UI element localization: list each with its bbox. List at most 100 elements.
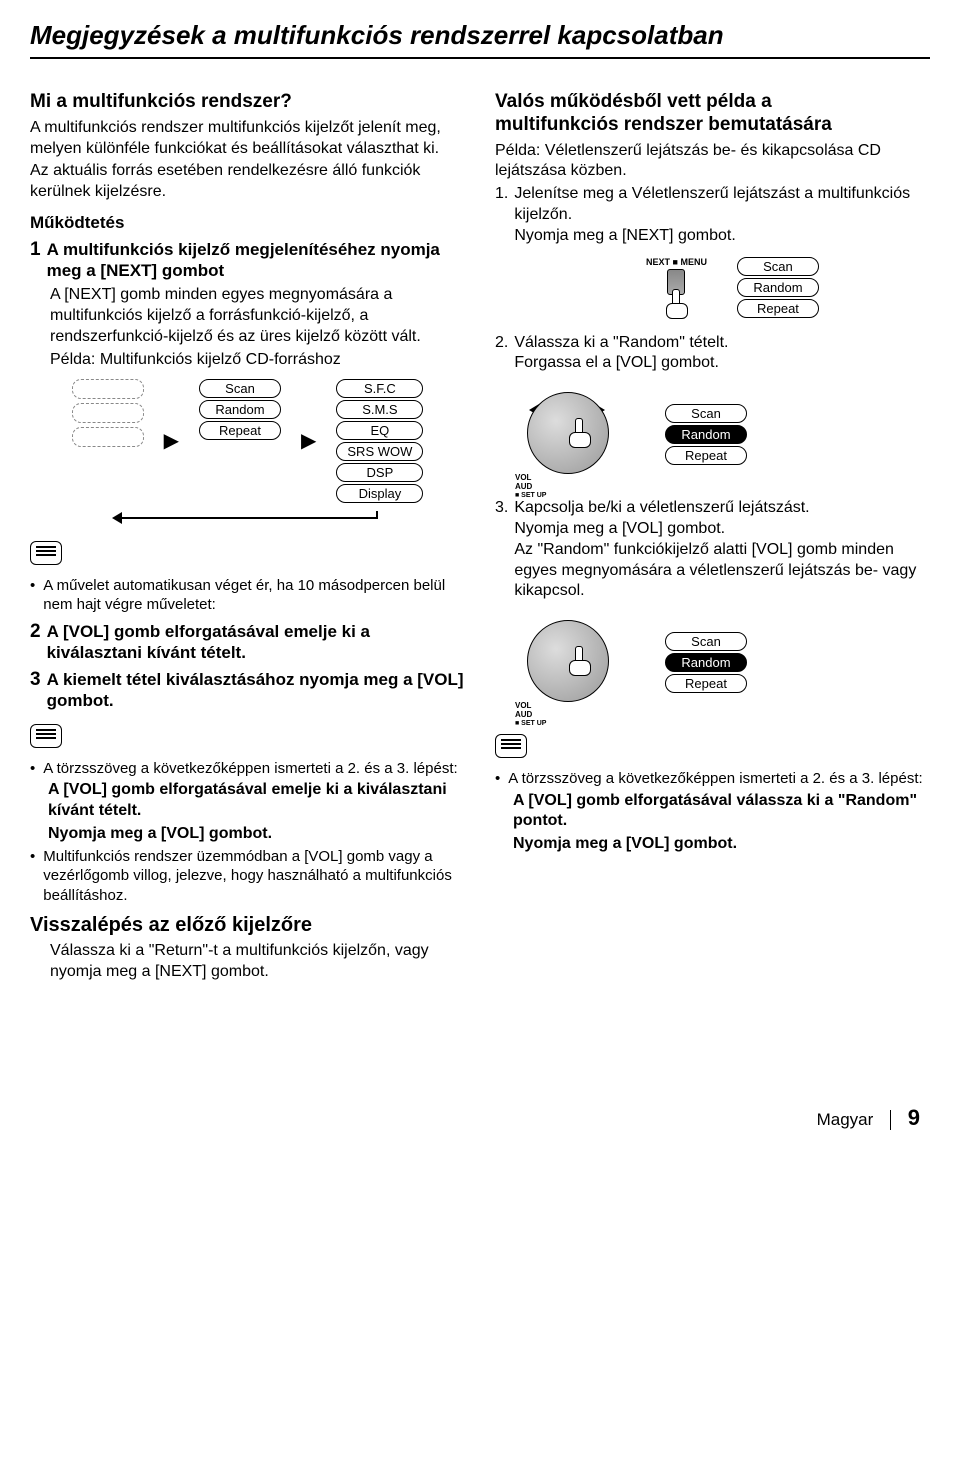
left-column: Mi a multifunkciós rendszer? A multifunk… <box>30 83 465 985</box>
right-example: Példa: Véletlenszerű lejátszás be- és ki… <box>495 141 930 183</box>
aud-label: AUD <box>515 483 546 492</box>
step-number: 2 <box>30 621 41 664</box>
aud-label: AUD <box>515 711 546 720</box>
note-2-bold-1: A [VOL] gomb elforgatásával emelje ki a … <box>48 780 465 822</box>
pill: Repeat <box>665 446 747 465</box>
dashed-box <box>72 427 144 447</box>
right-note-bold-1: A [VOL] gomb elforgatásával válassza ki … <box>513 791 930 833</box>
pill: DSP <box>336 463 423 482</box>
dashed-box <box>72 379 144 399</box>
right-heading-1: Valós működésből vett példa a <box>495 91 930 114</box>
next-button-visual: NEXT ■ MENU <box>646 257 707 319</box>
bullet-dot: • <box>30 847 35 906</box>
bullet-dot: • <box>30 576 35 615</box>
pill-highlighted: Random <box>665 425 747 444</box>
pill-stack: Scan Random Repeat <box>665 404 747 465</box>
dashed-stack <box>72 379 144 447</box>
pill-highlighted: Random <box>665 653 747 672</box>
step-number: 3 <box>30 669 41 712</box>
pill: SRS WOW <box>336 442 423 461</box>
step-3-title: A kiemelt tétel kiválasztásához nyomja m… <box>47 669 465 712</box>
right-step-1a: Jelenítse meg a Véletlenszerű lejátszást… <box>514 185 910 223</box>
right-note: • A törzsszöveg a következőképpen ismert… <box>495 769 930 789</box>
step-1-title: A multifunkciós kijelző megjelenítéséhez… <box>47 239 465 282</box>
pill-stack-2: S.F.C S.M.S EQ SRS WOW DSP Display <box>336 379 423 503</box>
right-step-1b: Nyomja meg a [NEXT] gombot. <box>514 227 735 244</box>
pill: Repeat <box>199 421 281 440</box>
footer-page-number: 9 <box>908 1105 920 1130</box>
next-menu-label: NEXT ■ MENU <box>646 257 707 267</box>
back-heading: Visszalépés az előző kijelzőre <box>30 913 465 937</box>
vol-press-diagram: VOL AUD ■ SET UP Scan Random Repeat <box>515 612 930 712</box>
hand-icon <box>565 418 593 448</box>
pill: S.F.C <box>336 379 423 398</box>
footer-lang: Magyar <box>817 1110 874 1129</box>
pill: Random <box>737 278 819 297</box>
note-3-text: Multifunkciós rendszer üzemmódban a [VOL… <box>43 847 465 906</box>
pill: S.M.S <box>336 400 423 419</box>
pill: Random <box>199 400 281 419</box>
step-3: 3 A kiemelt tétel kiválasztásához nyomja… <box>30 669 465 712</box>
pill: EQ <box>336 421 423 440</box>
note-3: • Multifunkciós rendszer üzemmódban a [V… <box>30 847 465 906</box>
step-2-title: A [VOL] gomb elforgatásával emelje ki a … <box>47 621 465 664</box>
bullet-dot: • <box>495 769 500 789</box>
note-2-bold-2: Nyomja meg a [VOL] gombot. <box>48 824 465 845</box>
footer: Magyar 9 <box>30 1105 930 1131</box>
left-heading: Mi a multifunkciós rendszer? <box>30 91 465 114</box>
step-2: 2 A [VOL] gomb elforgatásával emelje ki … <box>30 621 465 664</box>
operation-heading: Működtetés <box>30 213 465 233</box>
step-number: 3. <box>495 498 508 602</box>
main-title: Megjegyzések a multifunkciós rendszerrel… <box>30 20 930 59</box>
pill: Scan <box>199 379 281 398</box>
left-p2: Az aktuális forrás esetében rendelkezésr… <box>30 161 465 203</box>
arrow-right-icon: ▶ <box>164 428 179 453</box>
columns: Mi a multifunkciós rendszer? A multifunk… <box>30 83 930 985</box>
step-number: 1 <box>30 239 41 282</box>
pill: Scan <box>665 632 747 651</box>
step-1-body-2: Példa: Multifunkciós kijelző CD-forrásho… <box>50 350 465 371</box>
note-1: • A művelet automatikusan véget ér, ha 1… <box>30 576 465 615</box>
right-heading-2: multifunkciós rendszer bemutatására <box>495 114 930 137</box>
right-step-3a: Kapcsolja be/ki a véletlenszerű lejátszá… <box>514 499 809 516</box>
setup-label: ■ SET UP <box>515 720 546 728</box>
bullet-dot: • <box>30 759 35 779</box>
step-number: 1. <box>495 184 508 246</box>
right-step-1: 1. Jelenítse meg a Véletlenszerű lejátsz… <box>495 184 930 246</box>
note-icon <box>495 734 527 758</box>
hand-icon <box>662 289 690 319</box>
note-2-intro: A törzsszöveg a következőképpen ismertet… <box>43 759 457 779</box>
pill-stack: Scan Random Repeat <box>737 257 819 318</box>
step-number: 2. <box>495 333 508 375</box>
right-step-2a: Válassza ki a "Random" tételt. <box>514 334 728 351</box>
right-step-3c: Az "Random" funkciókijelző alatti [VOL] … <box>514 541 916 600</box>
page: Megjegyzések a multifunkciós rendszerrel… <box>0 0 960 1151</box>
step-1: 1 A multifunkciós kijelző megjelenítéséh… <box>30 239 465 282</box>
right-note-bold-2: Nyomja meg a [VOL] gombot. <box>513 834 930 855</box>
right-column: Valós működésből vett példa a multifunkc… <box>495 83 930 985</box>
vol-knob: VOL AUD ■ SET UP <box>515 384 625 484</box>
note-1-text: A művelet automatikusan véget ér, ha 10 … <box>43 576 465 615</box>
right-note-intro: A törzsszöveg a következőképpen ismertet… <box>508 769 922 789</box>
arrow-right-icon: ▶ <box>301 428 316 453</box>
footer-divider <box>890 1110 891 1130</box>
pill: Scan <box>665 404 747 423</box>
vol-labels: VOL AUD ■ SET UP <box>515 702 546 727</box>
pill-stack-1: Scan Random Repeat <box>199 379 281 440</box>
pill: Repeat <box>665 674 747 693</box>
right-step-3b: Nyomja meg a [VOL] gombot. <box>514 520 725 537</box>
pill: Scan <box>737 257 819 276</box>
right-step-3: 3. Kapcsolja be/ki a véletlenszerű leját… <box>495 498 930 602</box>
next-button-diagram: NEXT ■ MENU Scan Random Repeat <box>535 257 930 319</box>
cd-source-diagram: ▶ Scan Random Repeat ▶ S.F.C S.M.S EQ SR… <box>30 379 465 503</box>
left-p1: A multifunkciós rendszer multifunkciós k… <box>30 118 465 160</box>
step-1-body-1: A [NEXT] gomb minden egyes megnyomására … <box>50 285 465 347</box>
note-icon <box>30 541 62 565</box>
note-icon <box>30 724 62 748</box>
pill-stack: Scan Random Repeat <box>665 632 747 693</box>
back-body: Válassza ki a "Return"-t a multifunkciós… <box>50 941 465 983</box>
note-2: • A törzsszöveg a következőképpen ismert… <box>30 759 465 779</box>
hand-icon <box>565 646 593 676</box>
dashed-box <box>72 403 144 423</box>
right-step-2: 2. Válassza ki a "Random" tételt. Forgas… <box>495 333 930 375</box>
